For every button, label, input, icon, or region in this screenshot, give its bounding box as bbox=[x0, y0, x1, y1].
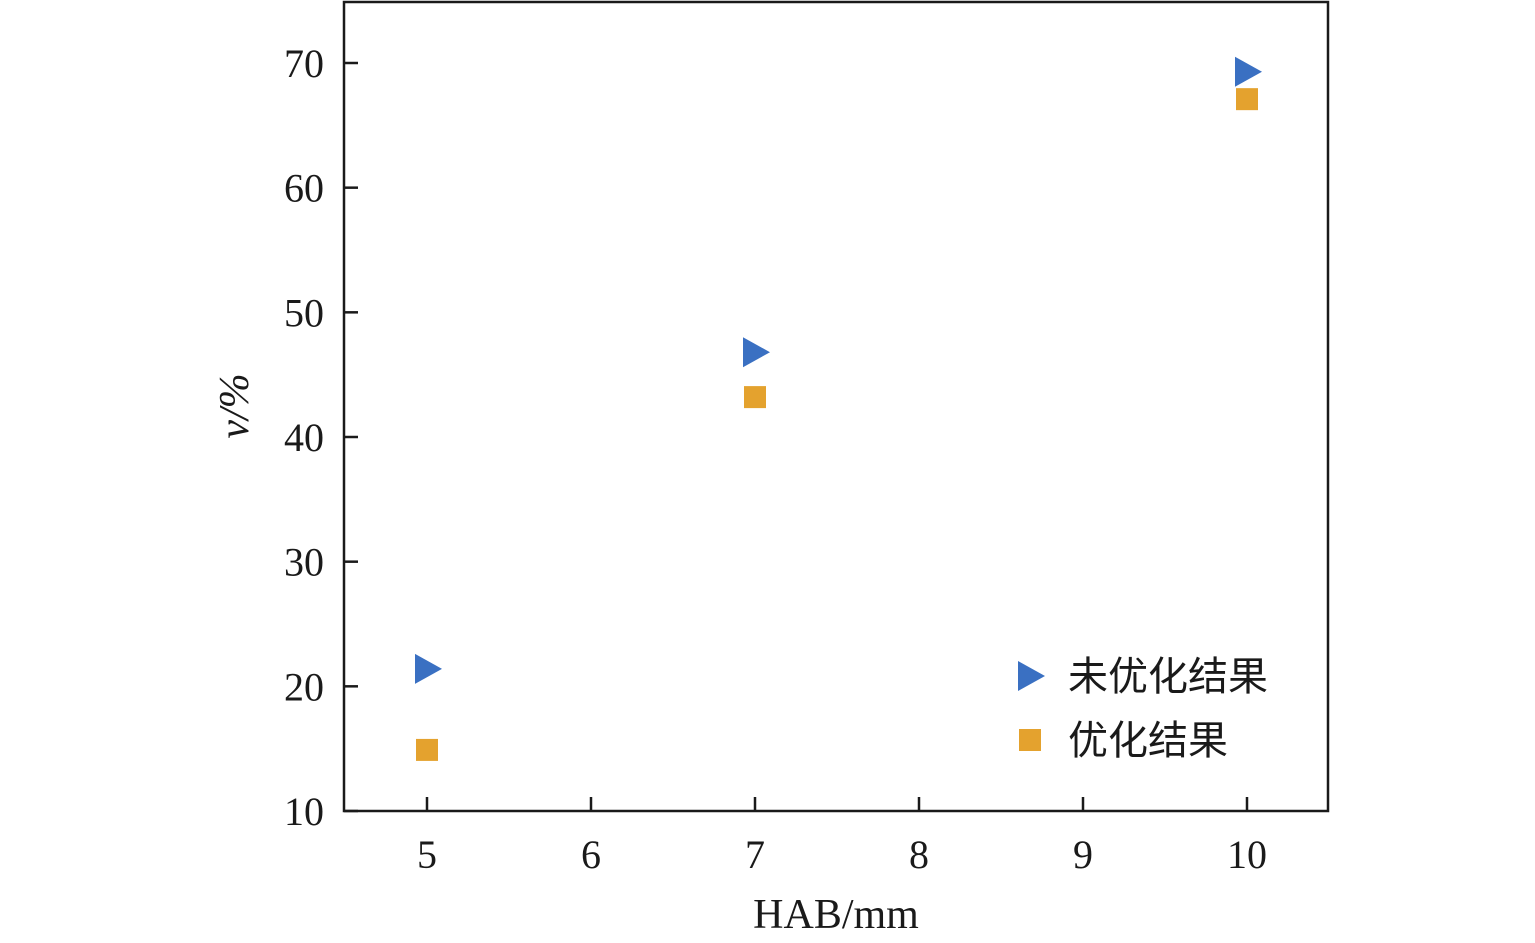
y-tick-label-70: 70 bbox=[284, 41, 324, 86]
legend-marker-1 bbox=[1019, 729, 1041, 751]
y-tick-label-60: 60 bbox=[284, 166, 324, 211]
marker-series0-point1 bbox=[743, 337, 770, 368]
marker-series0-point2 bbox=[1235, 56, 1262, 87]
x-tick-label-9: 9 bbox=[1073, 832, 1093, 877]
y-axis-label: v/% bbox=[212, 373, 258, 438]
x-tick-label-10: 10 bbox=[1227, 832, 1267, 877]
legend-marker-0 bbox=[1018, 661, 1045, 691]
x-axis-ticks: 5 6 7 8 9 10 bbox=[417, 797, 1267, 877]
x-tick-label-5: 5 bbox=[417, 832, 437, 877]
y-tick-label-10: 10 bbox=[284, 789, 324, 834]
y-axis-ticks: 10 20 30 40 50 60 70 bbox=[284, 41, 358, 834]
legend-label-1: 优化结果 bbox=[1068, 718, 1228, 764]
y-tick-label-30: 30 bbox=[284, 540, 324, 585]
x-tick-label-8: 8 bbox=[909, 832, 929, 877]
marker-series1-point2 bbox=[1236, 88, 1258, 111]
x-axis-label: HAB/mm bbox=[753, 892, 919, 938]
y-tick-label-50: 50 bbox=[284, 290, 324, 335]
y-tick-label-40: 40 bbox=[284, 415, 324, 460]
data-markers bbox=[415, 56, 1262, 761]
y-tick-label-20: 20 bbox=[284, 664, 324, 709]
marker-series1-point1 bbox=[744, 386, 766, 409]
marker-series0-point0 bbox=[415, 653, 442, 684]
plot-frame bbox=[342, 0, 1330, 813]
x-tick-label-6: 6 bbox=[581, 832, 601, 877]
marker-series1-point0 bbox=[416, 738, 438, 761]
x-tick-label-7: 7 bbox=[745, 832, 765, 877]
legend-label-0: 未优化结果 bbox=[1068, 654, 1268, 700]
